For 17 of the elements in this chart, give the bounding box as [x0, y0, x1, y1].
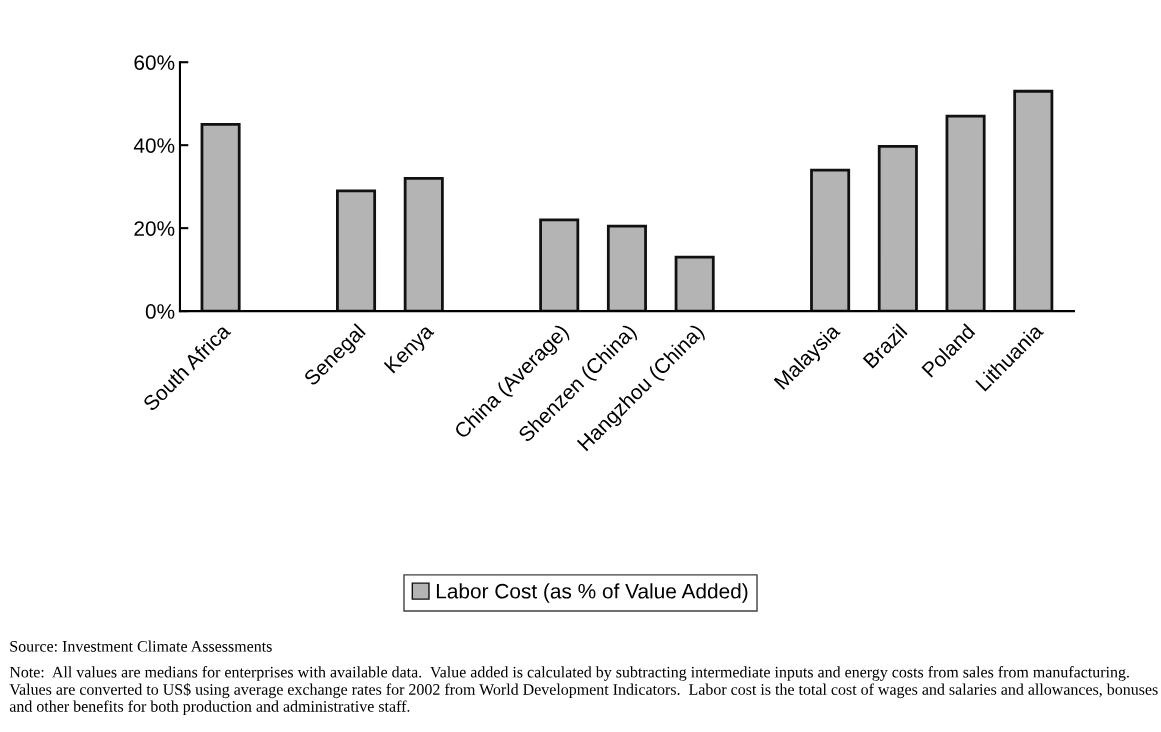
legend-label: Labor Cost (as % of Value Added) — [436, 583, 748, 603]
bar — [810, 168, 851, 312]
bar — [336, 189, 377, 312]
y-tick-label: 40% — [133, 138, 175, 153]
bar — [606, 224, 647, 312]
bar — [1013, 89, 1054, 312]
bar — [539, 218, 580, 312]
bar — [200, 123, 241, 312]
bar — [674, 255, 715, 312]
bar — [403, 176, 444, 312]
y-tick-label: 60% — [134, 55, 175, 70]
bar — [945, 114, 986, 312]
source-note: Source: Investment Climate Assessments — [10, 640, 272, 652]
y-tick-label: 20% — [134, 221, 175, 236]
bar — [877, 145, 918, 312]
text: Note: All values are medians for enterprises with available data. Value added is calculated by subtracting intermediate inputs and energy costs from sales from manufacturing. Values are converted to US$ using average exchange rates for 2002 from World Development Indicators. Labor cost is the total cost of wages and salaries and allowances, bonuses and other benefits for both production and administrative staff. — [9, 666, 1158, 716]
y-tick-label: 0% — [145, 304, 175, 319]
